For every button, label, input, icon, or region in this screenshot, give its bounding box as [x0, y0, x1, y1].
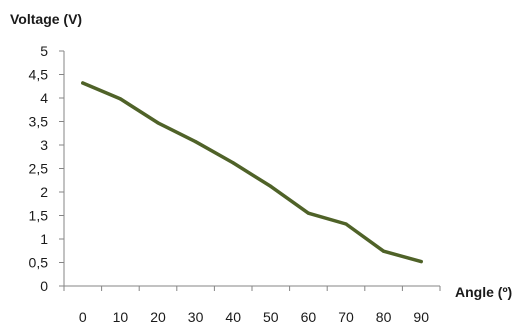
x-tick-label: 70 — [338, 309, 354, 324]
x-tick-label: 80 — [376, 309, 392, 324]
x-tick-label: 30 — [188, 309, 204, 324]
data-point — [231, 161, 235, 165]
y-tick-label: 3,5 — [29, 114, 49, 130]
data-point — [81, 81, 85, 85]
data-point — [382, 249, 386, 253]
plot-series — [81, 81, 423, 264]
y-tick-label: 4 — [40, 90, 48, 106]
x-tick-label: 60 — [301, 309, 317, 324]
y-tick-label: 3 — [40, 137, 48, 153]
x-tick-label: 20 — [150, 309, 166, 324]
data-point — [194, 140, 198, 144]
y-tick-label: 0,5 — [29, 255, 49, 271]
x-axis-title: Angle (º) — [455, 284, 512, 300]
data-point — [419, 259, 423, 264]
y-tick-label: 4,5 — [29, 67, 49, 83]
data-point — [306, 211, 310, 215]
y-axis: 0 0,5 1 1,5 2 2,5 3 3,5 4 4,5 5 — [29, 43, 65, 294]
y-tick-label: 2 — [40, 184, 48, 200]
x-tick-label: 50 — [263, 309, 279, 324]
y-tick-label: 5 — [40, 43, 48, 59]
x-axis: 0 10 20 30 40 50 60 70 80 90 — [63, 285, 441, 325]
y-tick-label: 0 — [40, 278, 48, 294]
data-point — [344, 222, 348, 226]
y-axis-title: Voltage (V) — [10, 11, 82, 27]
x-tick-label: 40 — [225, 309, 241, 324]
x-tick-label: 90 — [413, 309, 429, 324]
y-tick-label: 1,5 — [29, 208, 49, 224]
y-tick-label: 2,5 — [29, 161, 49, 177]
series-line — [81, 81, 423, 264]
data-point — [156, 121, 160, 125]
x-tick-label: 0 — [79, 309, 87, 324]
x-tick-label: 10 — [113, 309, 129, 324]
y-tick-label: 1 — [40, 231, 48, 247]
data-point — [269, 184, 273, 188]
data-point — [118, 97, 122, 101]
